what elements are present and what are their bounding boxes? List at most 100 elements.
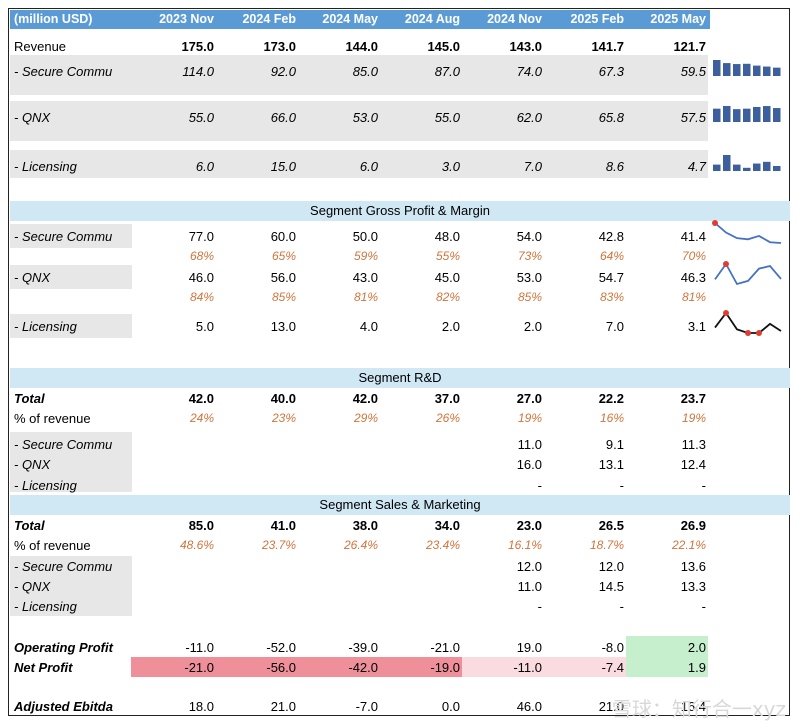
- rnd-total-label: Total: [14, 391, 45, 406]
- gross-profit-label: - Licensing: [14, 319, 77, 334]
- operating-profit-cell: -8.0: [601, 640, 624, 655]
- sm-segment-label: - Licensing: [14, 599, 77, 614]
- sm-total-cell: 26.5: [598, 518, 624, 533]
- spark-bar: [733, 109, 741, 122]
- gross-profit-cell: 53.0: [516, 270, 542, 285]
- net-profit-cell: 1.9: [687, 660, 706, 675]
- spark-bar: [773, 108, 781, 122]
- revenue-segment-cell: 59.5: [680, 64, 706, 79]
- ebitda-cell: 18.0: [188, 699, 214, 714]
- spark-bar: [773, 67, 781, 76]
- revenue-segment-cell: 57.5: [680, 110, 706, 125]
- gross-margin-cell: 85%: [517, 290, 542, 304]
- revenue-segment-cell: 15.0: [270, 159, 296, 174]
- rnd-pct-cell: 23%: [271, 411, 296, 425]
- spark-bar: [713, 164, 721, 171]
- revenue-segment-cell: 92.0: [270, 64, 296, 79]
- rnd-total-cell: 42.0: [352, 391, 378, 406]
- revenue-total-cell: 121.7: [673, 39, 706, 54]
- sm-segment-cell: -: [701, 599, 706, 614]
- net-profit-cell: -21.0: [184, 660, 214, 675]
- revenue-segment-cell: 67.3: [598, 64, 624, 79]
- spark-marker: [723, 261, 729, 267]
- revenue-row-bg: [10, 101, 708, 141]
- rnd-total-cell: 40.0: [270, 391, 296, 406]
- gross-margin-cell: 64%: [599, 249, 624, 263]
- rnd-pct-cell: 29%: [353, 411, 378, 425]
- spark-bar: [733, 164, 741, 171]
- spark-bar: [773, 165, 781, 171]
- gross-profit-label-bg: [10, 265, 132, 289]
- revenue-segment-cell: 55.0: [434, 110, 460, 125]
- rnd-section-bar: [10, 368, 790, 388]
- revenue-segment-cell: 62.0: [516, 110, 542, 125]
- revenue-total-cell: 173.0: [263, 39, 296, 54]
- gross-profit-label-bg: [10, 314, 132, 338]
- gross-profit-cell: 4.0: [359, 319, 378, 334]
- sm-pct-label: % of revenue: [14, 538, 91, 553]
- gross-margin-cell: 59%: [353, 249, 378, 263]
- net-profit-cell: -56.0: [266, 660, 296, 675]
- sm-section-bar: [10, 495, 790, 515]
- net-profit-cell: -11.0: [513, 660, 542, 675]
- header-row: [10, 10, 710, 29]
- spark-marker: [723, 310, 729, 316]
- sm-label-bg: [10, 556, 132, 616]
- sm-segment-cell: 12.0: [598, 559, 624, 574]
- gross-profit-sparkline: [712, 220, 782, 244]
- revenue-row-bg: [10, 150, 708, 178]
- sm-title: Segment Sales & Marketing: [319, 497, 481, 512]
- period-header: 2025 May: [650, 12, 706, 26]
- sm-segment-cell: 11.0: [517, 579, 542, 594]
- rnd-pct-cell: 26%: [435, 411, 460, 425]
- gross-profit-label-bg: [10, 224, 132, 248]
- net-profit-cell: -19.0: [430, 660, 460, 675]
- table-frame: [8, 8, 790, 716]
- gross-margin-cell: 70%: [681, 249, 706, 263]
- rnd-segment-cell: -: [701, 478, 706, 493]
- revenue-segment-label: - Licensing: [14, 159, 77, 174]
- sm-segment-cell: 14.5: [598, 579, 624, 594]
- rnd-pct-cell: 24%: [189, 411, 214, 425]
- spark-line: [714, 222, 782, 244]
- revenue-total-cell: 143.0: [509, 39, 542, 54]
- revenue-row-bg: [10, 55, 708, 95]
- rnd-segment-cell: 9.1: [605, 437, 624, 452]
- gross-profit-cell: 41.4: [680, 229, 706, 244]
- revenue-segment-cell: 85.0: [352, 64, 378, 79]
- sm-segment-cell: -: [537, 599, 542, 614]
- gross-margin-cell: 68%: [189, 249, 214, 263]
- period-header: 2025 Feb: [570, 12, 624, 26]
- gross-profit-label: - Secure Commu: [14, 229, 113, 244]
- sm-total-cell: 23.0: [516, 518, 542, 533]
- sm-total-cell: 34.0: [434, 518, 460, 533]
- gross-profit-label: - QNX: [14, 270, 51, 285]
- rnd-total-cell: 37.0: [434, 391, 460, 406]
- spark-bar: [753, 163, 761, 171]
- gross-margin-cell: 55%: [435, 249, 460, 263]
- gross-profit-cell: 54.0: [516, 229, 542, 244]
- sm-total-cell: 38.0: [352, 518, 378, 533]
- spark-bar: [763, 161, 771, 171]
- rnd-segment-cell: -: [619, 478, 624, 493]
- sm-segment-cell: -: [619, 599, 624, 614]
- spark-marker: [712, 220, 718, 226]
- operating-profit-cell: -52.0: [266, 640, 296, 655]
- revenue-segment-cell: 53.0: [352, 110, 378, 125]
- revenue-segment-cell: 8.6: [605, 159, 624, 174]
- operating-profit-highlight: [626, 636, 708, 658]
- rnd-segment-cell: 13.1: [598, 457, 624, 472]
- gross-profit-title: Segment Gross Profit & Margin: [310, 203, 490, 218]
- gross-profit-cell: 13.0: [270, 319, 296, 334]
- rnd-segment-cell: 16.0: [516, 457, 542, 472]
- sm-segment-cell: 13.6: [680, 559, 706, 574]
- gross-profit-cell: 43.0: [352, 270, 378, 285]
- period-header: 2023 Nov: [159, 12, 214, 26]
- revenue-total-cell: 145.0: [427, 39, 460, 54]
- operating-profit-cell: 2.0: [687, 640, 706, 655]
- spark-bar: [753, 65, 761, 76]
- ebitda-cell: 16.4: [680, 699, 706, 714]
- spark-bar: [743, 167, 751, 171]
- rnd-total-cell: 23.7: [680, 391, 706, 406]
- ebitda-label: Adjusted Ebitda: [14, 699, 113, 714]
